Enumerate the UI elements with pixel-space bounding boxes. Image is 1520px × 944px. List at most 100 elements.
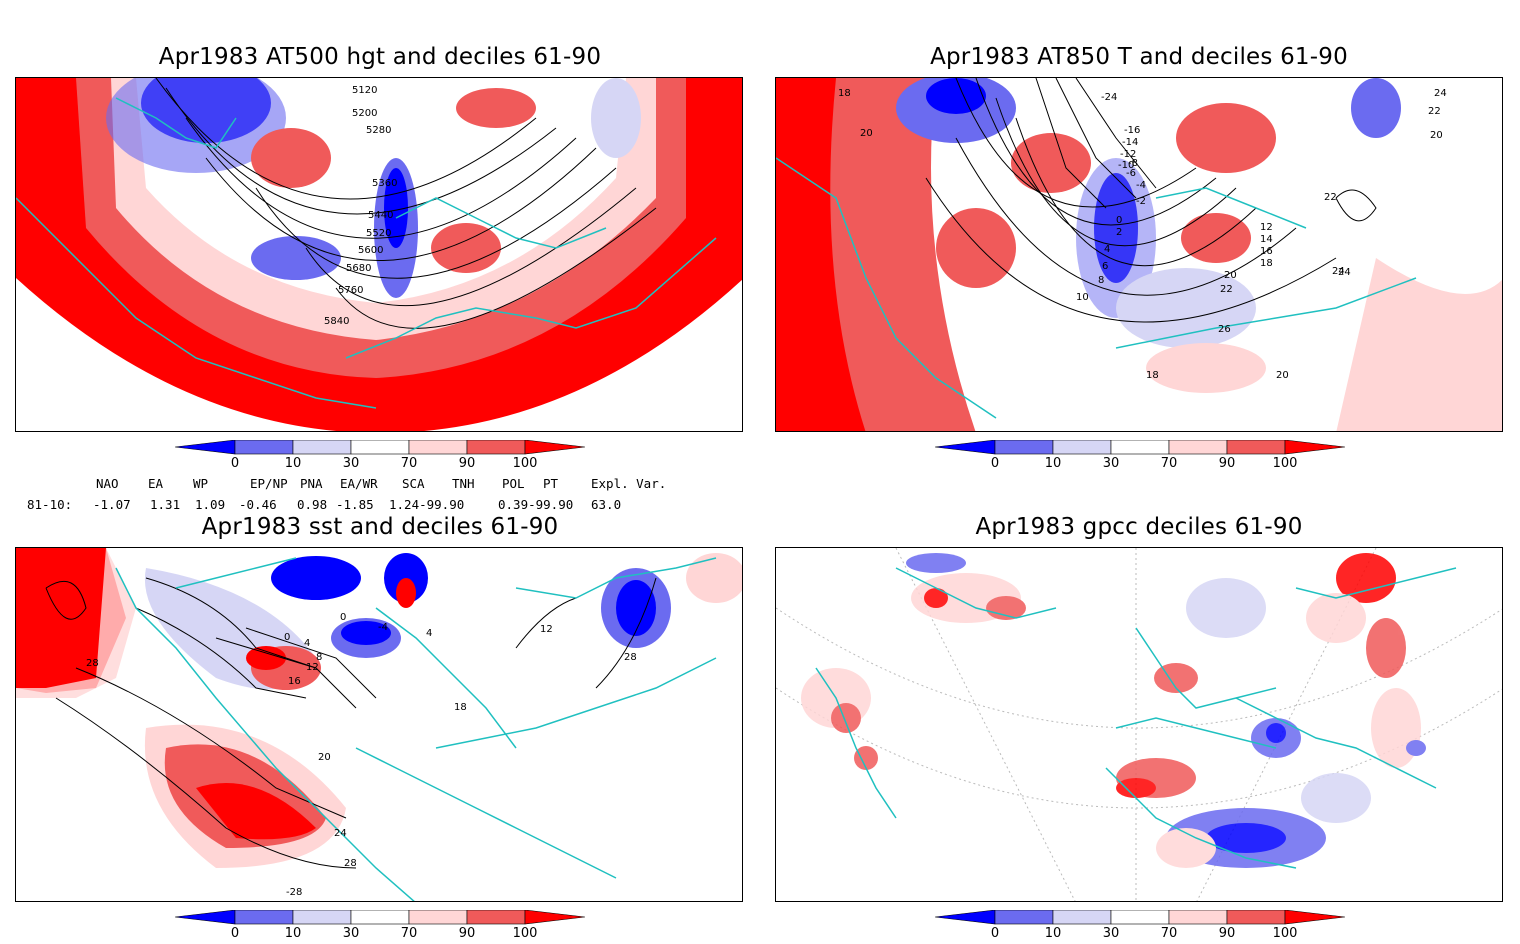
contour-label: -28 [286, 887, 302, 898]
contour-label: 22 [1428, 106, 1441, 117]
contour-label: 0 [284, 632, 290, 643]
contour-label: 12 [540, 624, 553, 635]
index-header: POL [502, 476, 525, 491]
contour-label: -4 [1136, 180, 1146, 191]
index-value: 1.31 [150, 497, 181, 512]
index-header: PT [543, 476, 559, 491]
contour-label: 26 [1218, 324, 1231, 335]
contour-label: -16 [1124, 125, 1140, 136]
colorbar-tick-label: 90 [458, 456, 476, 471]
sst-map-graphic: 28 0 4 8 12 16 0 -4 4 12 18 20 24 28 -28… [16, 548, 742, 901]
index-header: Expl. Var. [591, 476, 667, 491]
contour-label: 8 [1098, 275, 1104, 286]
colorbar-tick-label: 0 [990, 456, 1000, 471]
colorbar-tick-label: 10 [1044, 926, 1062, 941]
contour-label: 24 [1332, 266, 1345, 277]
contour-label: 5120 [352, 85, 377, 96]
contour-label: 4 [304, 638, 310, 649]
colorbar-tick-label: 0 [230, 456, 240, 471]
contour-label: 24 [1434, 88, 1447, 99]
index-header: EA/WR [340, 476, 378, 491]
colorbar-tick-label: 90 [458, 926, 476, 941]
index-value: 0.98 [297, 497, 328, 512]
index-header: NAO [96, 476, 119, 491]
contour-label: 4 [1104, 244, 1110, 255]
colorbar-swatches [935, 910, 1345, 925]
contour-label: 16 [288, 676, 301, 687]
colorbar-swatches [175, 440, 585, 455]
index-value: 1.24-99.90 [389, 497, 465, 512]
index-value: -1.07 [93, 497, 131, 512]
contour-label: 18 [1260, 258, 1273, 269]
contour-label: 5200 [352, 108, 377, 119]
contour-label: 18 [1146, 370, 1159, 381]
colorbar-tick-label: 100 [1272, 456, 1298, 471]
colorbar-tick-label: 70 [1160, 926, 1178, 941]
colorbar-tick-label: 100 [1272, 926, 1298, 941]
contour-label: 20 [1276, 370, 1289, 381]
contour-label: -6 [1126, 168, 1136, 179]
panel-1-title: Apr1983 AT500 hgt and deciles 61-90 [158, 44, 602, 70]
contour-label: 5840 [324, 316, 349, 327]
colorbar-panel-4: 0 10 30 70 90 100 [935, 910, 1345, 944]
contour-label: 18 [838, 88, 851, 99]
contour-label: -10 [1118, 160, 1134, 171]
colorbar-tick-label: 70 [1160, 456, 1178, 471]
contour-label: 8 [316, 652, 322, 663]
contour-label: 24 [1338, 267, 1351, 278]
index-header: EA [148, 476, 164, 491]
colorbar-tick-label: 70 [400, 456, 418, 471]
contour-label: 0 [1116, 215, 1122, 226]
contour-label: 5520 [366, 228, 391, 239]
colorbar-panel-2: 0 10 30 70 90 100 [935, 440, 1345, 474]
contour-label: 2 [1116, 227, 1122, 238]
colorbar-swatches [935, 440, 1345, 455]
index-value: 1.09 [195, 497, 226, 512]
colorbar-tick-label: 10 [284, 926, 302, 941]
contour-label: 5680 [346, 263, 371, 274]
colorbar-tick-label: 30 [1102, 456, 1120, 471]
colorbar-tick-label: 30 [342, 456, 360, 471]
panel-2-title: Apr1983 AT850 T and deciles 61-90 [930, 44, 1348, 70]
colorbar-tick-label: 30 [342, 926, 360, 941]
contour-label: 20 [860, 128, 873, 139]
gpcc-map-graphic [776, 548, 1502, 901]
colorbar-panel-3: 0 10 30 70 90 100 [175, 910, 585, 944]
panel-4-map [775, 547, 1503, 902]
index-value: 0.39-99.90 [498, 497, 574, 512]
contour-label: 5360 [372, 178, 397, 189]
contour-label: 10 [1076, 292, 1089, 303]
colorbar-tick-label: 100 [512, 926, 538, 941]
colorbar-tick-label: 0 [990, 926, 1000, 941]
index-value: -0.46 [239, 497, 277, 512]
contour-label: 6 [1102, 261, 1108, 272]
index-header: WP [193, 476, 209, 491]
panel-2-map: -24 -16 -14 -12 -10 -8 -6 -4 -2 0 2 4 6 … [775, 77, 1503, 432]
contour-label: 24 [334, 828, 347, 839]
panel-4-title: Apr1983 gpcc deciles 61-90 [975, 514, 1303, 540]
contour-label: 28 [624, 652, 637, 663]
colorbar-swatches [175, 910, 585, 925]
contour-label: 12 [306, 662, 319, 673]
contour-label: -12 [1120, 149, 1136, 160]
panel-3-map: 28 0 4 8 12 16 0 -4 4 12 18 20 24 28 -28… [15, 547, 743, 902]
contour-label: 0 [340, 612, 346, 623]
index-header: EP/NP [250, 476, 288, 491]
contour-label: 5760 [338, 285, 363, 296]
contour-label: 16 [1260, 246, 1273, 257]
contour-label: -4 [378, 622, 388, 633]
index-header: SCA [402, 476, 425, 491]
colorbar-tick-label: 90 [1218, 456, 1236, 471]
contour-label: 22 [1324, 192, 1337, 203]
contour-label: 22 [1220, 284, 1233, 295]
contour-label: 18 [454, 702, 467, 713]
contour-label: 28 [86, 658, 99, 669]
colorbar-tick-label: 100 [512, 456, 538, 471]
colorbar-tick-label: 10 [284, 456, 302, 471]
contour-label: 14 [1260, 234, 1273, 245]
contour-label: 4 [426, 628, 432, 639]
index-header: TNH [452, 476, 475, 491]
colorbar-tick-label: 10 [1044, 456, 1062, 471]
panel-1-map: 5120 5200 5280 5360 5440 5520 5600 5680 … [15, 77, 743, 432]
contour-label: 12 [1260, 222, 1273, 233]
